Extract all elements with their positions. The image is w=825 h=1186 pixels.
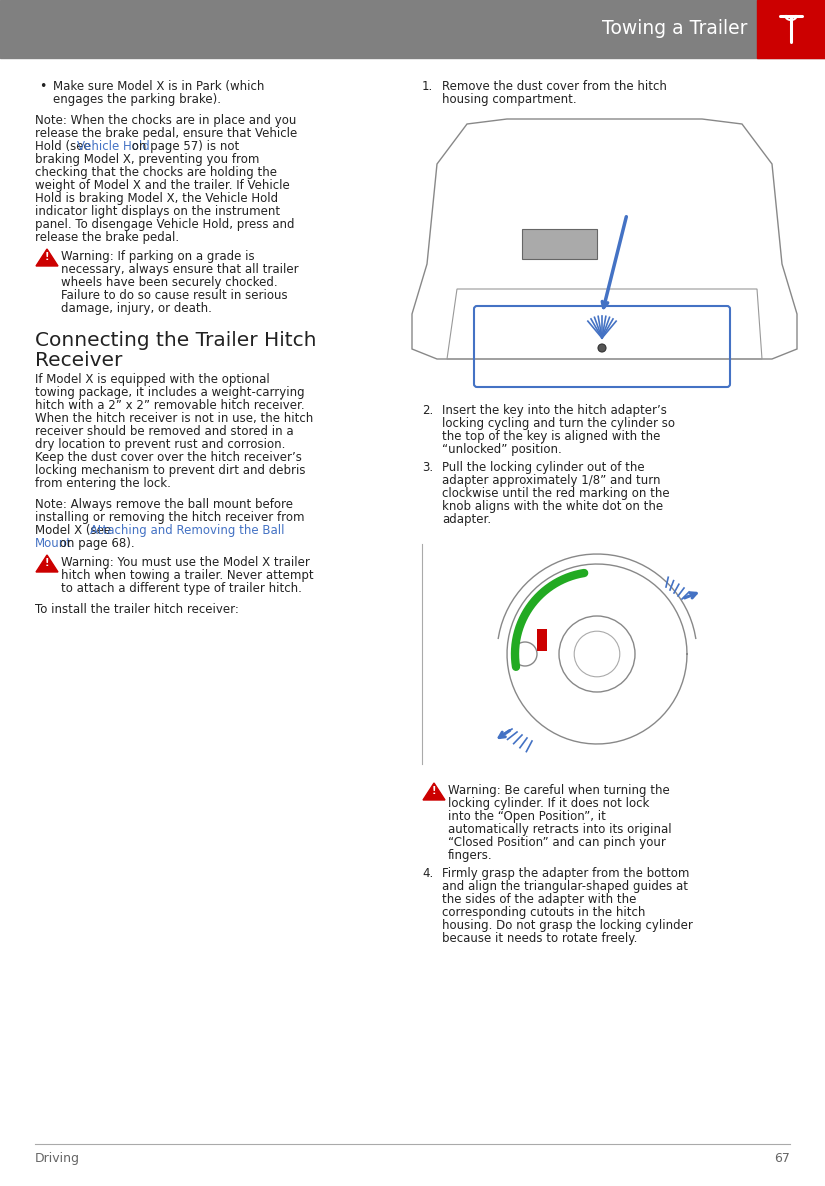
Text: 1.: 1. bbox=[422, 79, 433, 93]
Text: automatically retracts into its original: automatically retracts into its original bbox=[448, 823, 672, 836]
Text: Mount: Mount bbox=[35, 537, 72, 550]
Text: Keep the dust cover over the hitch receiver’s: Keep the dust cover over the hitch recei… bbox=[35, 451, 302, 464]
Text: necessary, always ensure that all trailer: necessary, always ensure that all traile… bbox=[61, 263, 299, 276]
Bar bbox=[757, 0, 825, 58]
Text: on page 68).: on page 68). bbox=[56, 537, 134, 550]
Text: Driving: Driving bbox=[35, 1152, 80, 1165]
Text: !: ! bbox=[45, 559, 49, 568]
Text: Note: Always remove the ball mount before: Note: Always remove the ball mount befor… bbox=[35, 498, 293, 511]
Text: Note: When the chocks are in place and you: Note: When the chocks are in place and y… bbox=[35, 114, 296, 127]
Polygon shape bbox=[423, 783, 445, 801]
Text: on page 57) is not: on page 57) is not bbox=[128, 140, 238, 153]
Text: 4.: 4. bbox=[422, 867, 433, 880]
Text: hitch when towing a trailer. Never attempt: hitch when towing a trailer. Never attem… bbox=[61, 569, 314, 582]
Text: dry location to prevent rust and corrosion.: dry location to prevent rust and corrosi… bbox=[35, 438, 285, 451]
Polygon shape bbox=[36, 555, 58, 572]
Text: knob aligns with the white dot on the: knob aligns with the white dot on the bbox=[442, 500, 663, 514]
Text: Pull the locking cylinder out of the: Pull the locking cylinder out of the bbox=[442, 461, 644, 474]
Text: Warning: Be careful when turning the: Warning: Be careful when turning the bbox=[448, 784, 670, 797]
Text: receiver should be removed and stored in a: receiver should be removed and stored in… bbox=[35, 425, 294, 438]
Bar bbox=[537, 629, 547, 651]
Text: Insert the key into the hitch adapter’s: Insert the key into the hitch adapter’s bbox=[442, 404, 667, 417]
Text: release the brake pedal.: release the brake pedal. bbox=[35, 231, 179, 244]
Text: wheels have been securely chocked.: wheels have been securely chocked. bbox=[61, 276, 278, 289]
Text: the sides of the adapter with the: the sides of the adapter with the bbox=[442, 893, 636, 906]
Text: towing package, it includes a weight-carrying: towing package, it includes a weight-car… bbox=[35, 385, 304, 398]
Text: adapter approximately 1/8” and turn: adapter approximately 1/8” and turn bbox=[442, 474, 661, 487]
Text: Warning: You must use the Model X trailer: Warning: You must use the Model X traile… bbox=[61, 556, 310, 569]
Text: If Model X is equipped with the optional: If Model X is equipped with the optional bbox=[35, 374, 270, 385]
Text: Model X (see: Model X (see bbox=[35, 524, 115, 537]
Text: Attaching and Removing the Ball: Attaching and Removing the Ball bbox=[90, 524, 284, 537]
Text: housing. Do not grasp the locking cylinder: housing. Do not grasp the locking cylind… bbox=[442, 919, 693, 932]
Text: the top of the key is aligned with the: the top of the key is aligned with the bbox=[442, 431, 660, 444]
Bar bbox=[522, 229, 597, 259]
Text: Warning: If parking on a grade is: Warning: If parking on a grade is bbox=[61, 250, 255, 263]
Text: “Closed Position” and can pinch your: “Closed Position” and can pinch your bbox=[448, 836, 666, 849]
Text: 3.: 3. bbox=[422, 461, 433, 474]
Text: !: ! bbox=[431, 786, 436, 797]
Text: !: ! bbox=[45, 253, 49, 262]
Text: release the brake pedal, ensure that Vehicle: release the brake pedal, ensure that Veh… bbox=[35, 127, 297, 140]
Text: Make sure Model X is in Park (which: Make sure Model X is in Park (which bbox=[53, 79, 264, 93]
Circle shape bbox=[598, 344, 606, 352]
Text: hitch with a 2” x 2” removable hitch receiver.: hitch with a 2” x 2” removable hitch rec… bbox=[35, 398, 304, 412]
Text: Receiver: Receiver bbox=[35, 351, 122, 370]
Text: 67: 67 bbox=[774, 1152, 790, 1165]
Text: checking that the chocks are holding the: checking that the chocks are holding the bbox=[35, 166, 277, 179]
Text: Hold (see: Hold (see bbox=[35, 140, 95, 153]
Text: housing compartment.: housing compartment. bbox=[442, 93, 577, 106]
Text: Remove the dust cover from the hitch: Remove the dust cover from the hitch bbox=[442, 79, 667, 93]
Text: corresponding cutouts in the hitch: corresponding cutouts in the hitch bbox=[442, 906, 645, 919]
Bar bbox=[0, 0, 825, 58]
Text: braking Model X, preventing you from: braking Model X, preventing you from bbox=[35, 153, 259, 166]
Text: clockwise until the red marking on the: clockwise until the red marking on the bbox=[442, 487, 670, 500]
Text: Towing a Trailer: Towing a Trailer bbox=[602, 19, 748, 38]
Text: Connecting the Trailer Hitch: Connecting the Trailer Hitch bbox=[35, 331, 317, 350]
Polygon shape bbox=[36, 249, 58, 266]
Text: locking mechanism to prevent dirt and debris: locking mechanism to prevent dirt and de… bbox=[35, 464, 305, 477]
Text: locking cycling and turn the cylinder so: locking cycling and turn the cylinder so bbox=[442, 417, 675, 431]
Text: indicator light displays on the instrument: indicator light displays on the instrume… bbox=[35, 205, 280, 218]
Text: into the “Open Position”, it: into the “Open Position”, it bbox=[448, 810, 606, 823]
Text: and align the triangular-shaped guides at: and align the triangular-shaped guides a… bbox=[442, 880, 688, 893]
Text: panel. To disengage Vehicle Hold, press and: panel. To disengage Vehicle Hold, press … bbox=[35, 218, 295, 231]
Text: engages the parking brake).: engages the parking brake). bbox=[53, 93, 221, 106]
Text: adapter.: adapter. bbox=[442, 514, 491, 527]
Text: damage, injury, or death.: damage, injury, or death. bbox=[61, 302, 212, 315]
Text: When the hitch receiver is not in use, the hitch: When the hitch receiver is not in use, t… bbox=[35, 412, 314, 425]
Text: fingers.: fingers. bbox=[448, 849, 493, 862]
Text: “unlocked” position.: “unlocked” position. bbox=[442, 444, 562, 455]
Text: installing or removing the hitch receiver from: installing or removing the hitch receive… bbox=[35, 511, 304, 524]
Text: to attach a different type of trailer hitch.: to attach a different type of trailer hi… bbox=[61, 582, 302, 595]
Text: weight of Model X and the trailer. If Vehicle: weight of Model X and the trailer. If Ve… bbox=[35, 179, 290, 192]
Text: Firmly grasp the adapter from the bottom: Firmly grasp the adapter from the bottom bbox=[442, 867, 690, 880]
Text: 2.: 2. bbox=[422, 404, 433, 417]
Text: Failure to do so cause result in serious: Failure to do so cause result in serious bbox=[61, 289, 288, 302]
Text: because it needs to rotate freely.: because it needs to rotate freely. bbox=[442, 932, 638, 945]
Text: locking cylinder. If it does not lock: locking cylinder. If it does not lock bbox=[448, 797, 649, 810]
Text: To install the trailer hitch receiver:: To install the trailer hitch receiver: bbox=[35, 602, 239, 616]
Text: Hold is braking Model X, the Vehicle Hold: Hold is braking Model X, the Vehicle Hol… bbox=[35, 192, 278, 205]
Text: •: • bbox=[39, 79, 46, 93]
Text: from entering the lock.: from entering the lock. bbox=[35, 477, 171, 490]
Text: Vehicle Hold: Vehicle Hold bbox=[77, 140, 150, 153]
